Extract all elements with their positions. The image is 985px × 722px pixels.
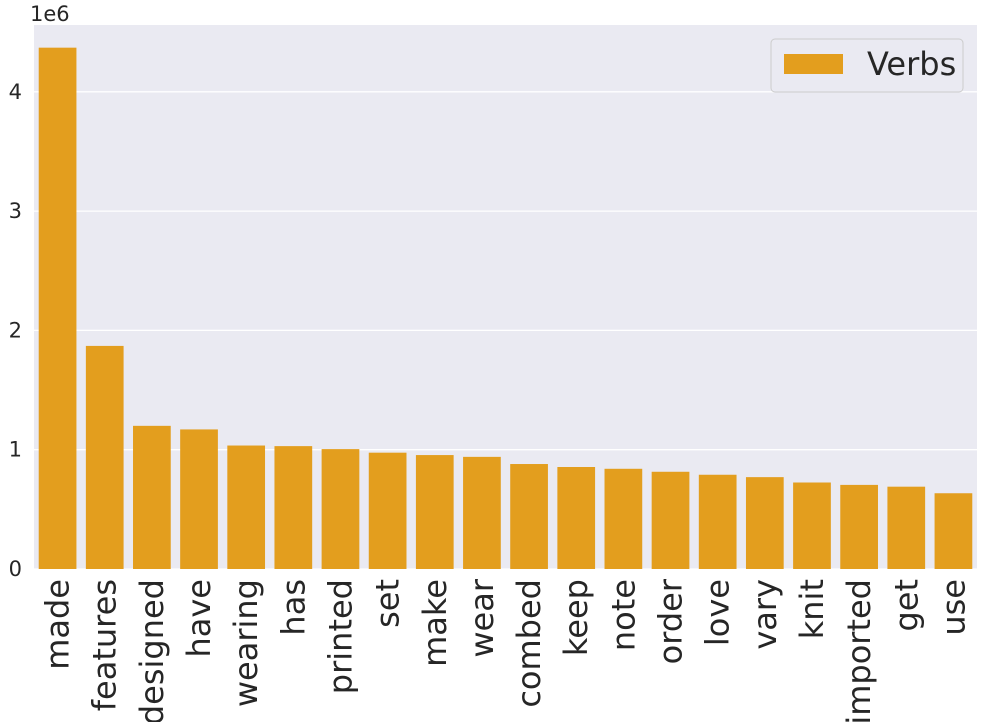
bar bbox=[415, 455, 454, 569]
bar bbox=[510, 464, 548, 569]
bar bbox=[180, 429, 218, 569]
y-tick-label: 0 bbox=[9, 557, 22, 581]
x-tick-label: get bbox=[887, 579, 925, 632]
legend-label: Verbs bbox=[867, 45, 956, 83]
legend-swatch bbox=[784, 54, 843, 74]
bar bbox=[793, 482, 831, 569]
x-tick-label: combed bbox=[510, 579, 548, 708]
y-tick-label: 2 bbox=[9, 318, 22, 342]
bar bbox=[368, 452, 407, 569]
legend: Verbs bbox=[770, 38, 964, 93]
x-tick-label: imported bbox=[840, 579, 878, 722]
bars bbox=[38, 47, 973, 569]
x-tick-label: has bbox=[274, 579, 312, 636]
bar bbox=[274, 446, 313, 569]
legend-box bbox=[770, 38, 964, 93]
y-tick-label: 3 bbox=[9, 199, 22, 223]
y-tick-label: 1 bbox=[9, 438, 22, 462]
y-tick-label: 4 bbox=[9, 80, 22, 104]
x-tick-label: have bbox=[180, 579, 218, 658]
x-tick-label: printed bbox=[321, 579, 359, 694]
x-tick-label: features bbox=[86, 579, 124, 711]
bar bbox=[133, 425, 171, 569]
x-tick-label: made bbox=[39, 579, 77, 670]
y-axis-ticks: 0 1 2 3 4 bbox=[9, 80, 22, 581]
x-tick-label: note bbox=[604, 579, 642, 651]
bar bbox=[463, 456, 501, 569]
x-tick-label: love bbox=[699, 579, 737, 646]
x-tick-label: use bbox=[934, 579, 972, 636]
bar bbox=[745, 477, 784, 569]
bar bbox=[934, 493, 973, 569]
plot-background bbox=[34, 25, 977, 569]
x-axis-ticks: made features designed have wearing has printe… bbox=[39, 578, 973, 722]
x-tick-label: knit bbox=[793, 579, 831, 639]
x-tick-label: wear bbox=[463, 578, 501, 657]
y-axis-offset-label: 1e6 bbox=[30, 2, 70, 26]
x-tick-label: designed bbox=[133, 579, 171, 722]
bar bbox=[557, 467, 596, 569]
x-tick-label: keep bbox=[557, 579, 595, 656]
bar bbox=[321, 449, 360, 569]
bar bbox=[651, 471, 690, 569]
bar bbox=[698, 474, 737, 569]
x-tick-label: wearing bbox=[227, 579, 265, 707]
bar bbox=[227, 445, 266, 569]
bar bbox=[604, 468, 643, 569]
bar bbox=[85, 345, 124, 569]
x-tick-label: set bbox=[369, 579, 407, 628]
x-tick-label: make bbox=[416, 579, 454, 667]
bar bbox=[840, 484, 878, 569]
bar bbox=[38, 47, 77, 569]
x-tick-label: vary bbox=[746, 579, 784, 650]
x-tick-label: order bbox=[652, 578, 690, 664]
bar bbox=[887, 486, 926, 569]
